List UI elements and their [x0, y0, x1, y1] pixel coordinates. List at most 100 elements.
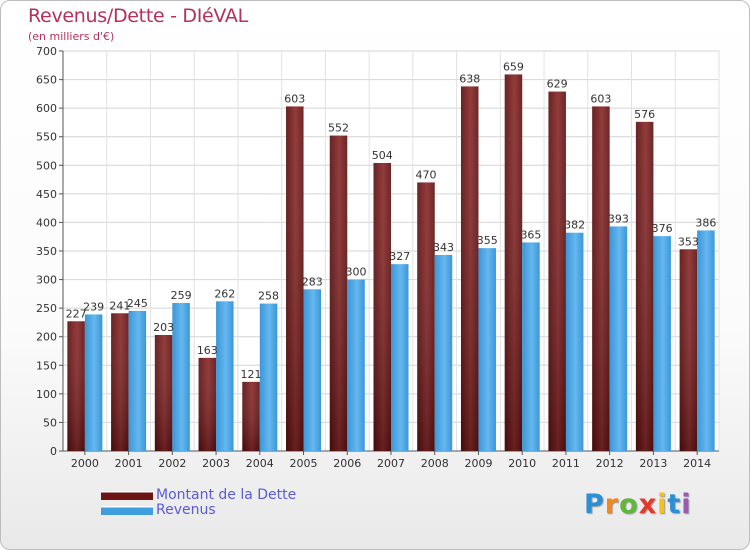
- value-label-debt: 504: [372, 149, 393, 162]
- value-label-debt: 659: [503, 60, 524, 73]
- y-tick-label: 550: [36, 131, 57, 144]
- bar-debt-shade: [329, 135, 348, 452]
- legend-label-revenue: Revenus: [156, 502, 216, 518]
- chart-subtitle: (en milliers d'€): [28, 30, 115, 43]
- value-label-revenue: 258: [258, 290, 279, 303]
- value-label-revenue: 245: [127, 297, 148, 310]
- bar-revenue: [609, 226, 628, 451]
- y-tick-label: 200: [36, 331, 57, 344]
- value-label-debt: 629: [547, 78, 568, 91]
- bar-revenue: [478, 248, 496, 451]
- value-label-revenue: 283: [302, 275, 323, 288]
- y-tick-label: 450: [36, 188, 57, 201]
- x-tick-label: 2004: [246, 457, 274, 470]
- bar-debt-shade: [242, 381, 260, 451]
- y-tick-label: 0: [50, 445, 57, 458]
- legend-swatch-debt: [101, 491, 153, 500]
- bar-debt-shade: [679, 249, 698, 451]
- y-tick-label: 50: [43, 416, 57, 429]
- y-tick-label: 600: [36, 102, 57, 115]
- bar-debt-shade: [373, 163, 391, 451]
- x-tick-label: 2012: [596, 457, 624, 470]
- bar-debt-shade: [198, 357, 217, 451]
- value-label-debt: 227: [66, 307, 87, 320]
- value-label-revenue: 343: [433, 241, 454, 254]
- x-tick-label: 2014: [683, 457, 711, 470]
- logo-letter: i: [681, 489, 692, 520]
- bar-revenue: [653, 236, 671, 451]
- value-label-debt: 552: [328, 122, 349, 135]
- x-tick-label: 2000: [71, 457, 99, 470]
- bar-revenue: [84, 314, 103, 451]
- y-tick-label: 400: [36, 216, 57, 229]
- logo-letter: i: [657, 489, 668, 520]
- bar-debt-shade: [417, 182, 435, 451]
- x-tick-label: 2007: [377, 457, 405, 470]
- y-tick-label: 700: [36, 45, 57, 58]
- bar-debt-shade: [154, 335, 173, 451]
- chart-title: Revenus/Dette - DIéVAL: [28, 5, 248, 27]
- x-tick-label: 2013: [639, 457, 667, 470]
- value-label-revenue: 327: [389, 250, 410, 263]
- bars: [67, 74, 715, 452]
- value-label-debt: 241: [109, 299, 130, 312]
- logo-letter: P: [584, 489, 605, 520]
- value-label-debt: 470: [415, 168, 436, 181]
- bar-revenue: [347, 279, 365, 451]
- value-label-debt: 353: [678, 235, 699, 248]
- bar-debt-shade: [504, 74, 523, 451]
- bar-debt-shade: [111, 313, 129, 451]
- value-label-revenue: 376: [652, 222, 673, 235]
- bar-revenue: [303, 289, 322, 451]
- y-tick-label: 150: [36, 359, 57, 372]
- y-tick-label: 650: [36, 74, 57, 87]
- proxiti-logo: Proxiti: [584, 489, 692, 520]
- value-label-debt: 163: [197, 344, 218, 357]
- y-tick-label: 300: [36, 274, 57, 287]
- value-label-revenue: 365: [520, 228, 541, 241]
- value-label-revenue: 259: [171, 289, 192, 302]
- x-tick-label: 2011: [552, 457, 580, 470]
- bar-revenue: [434, 255, 453, 451]
- value-label-debt: 121: [241, 368, 262, 381]
- x-tick-label: 2010: [508, 457, 536, 470]
- bar-revenue: [391, 264, 409, 451]
- y-tick-label: 500: [36, 159, 57, 172]
- x-tick-label: 2006: [333, 457, 361, 470]
- value-label-revenue: 382: [564, 219, 585, 232]
- x-tick-label: 2002: [158, 457, 186, 470]
- value-label-revenue: 300: [346, 266, 367, 279]
- logo-letter: o: [619, 489, 639, 520]
- bar-debt-shade: [548, 91, 566, 452]
- bar-debt-shade: [460, 86, 479, 451]
- x-tick-label: 2005: [290, 457, 318, 470]
- bar-revenue: [259, 303, 278, 451]
- legend-swatch-revenue: [101, 506, 153, 515]
- value-label-revenue: 386: [695, 216, 716, 229]
- bar-revenue: [216, 301, 234, 451]
- value-label-revenue: 393: [608, 212, 629, 225]
- value-label-debt: 576: [634, 108, 655, 121]
- value-label-debt: 603: [590, 92, 611, 105]
- legend-label-debt: Montant de la Dette: [156, 487, 297, 503]
- bar-revenue: [172, 303, 190, 451]
- x-tick-label: 2003: [202, 457, 230, 470]
- bar-revenue: [565, 232, 584, 451]
- bar-revenue: [522, 242, 540, 451]
- x-tick-label: 2008: [421, 457, 449, 470]
- bar-debt-shade: [635, 121, 654, 451]
- bar-debt-shade: [67, 321, 85, 451]
- y-tick-label: 100: [36, 388, 57, 401]
- bar-debt-shade: [286, 106, 304, 451]
- value-label-debt: 603: [284, 92, 305, 105]
- y-tick-label: 250: [36, 302, 57, 315]
- logo-letter: r: [604, 489, 620, 520]
- value-label-revenue: 355: [477, 234, 498, 247]
- logo-letter: t: [667, 489, 682, 520]
- y-tick-label: 350: [36, 245, 57, 258]
- value-label-debt: 638: [459, 72, 480, 85]
- value-label-debt: 203: [153, 321, 174, 334]
